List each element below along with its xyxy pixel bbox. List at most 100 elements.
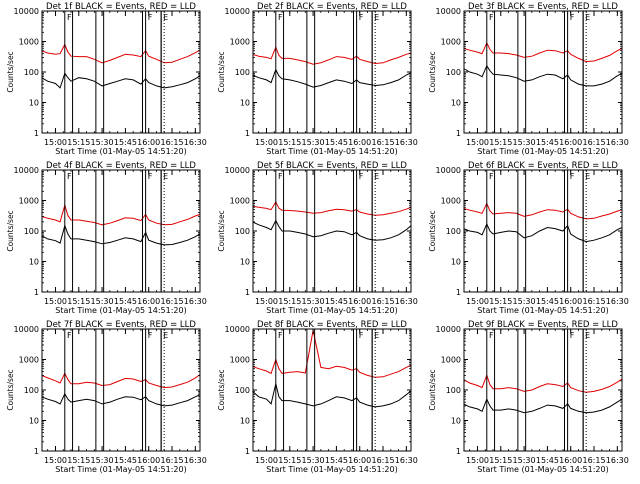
plot-frame xyxy=(252,169,412,293)
y-tick-label: 1 xyxy=(456,129,461,138)
y-tick-label: 1000 xyxy=(441,38,461,47)
y-tick-label: 1000 xyxy=(19,38,39,47)
x-axis: 15:00 15:15 15:30 15:45 16:00 16:15 16:30Start… xyxy=(44,329,207,474)
panel-title: Det 9f BLACK = Events, RED = LLD xyxy=(468,320,618,330)
y-tick-label: 10000 xyxy=(225,325,250,334)
marker-label: F xyxy=(278,331,283,340)
y-tick-label: 10 xyxy=(29,99,39,108)
x-tick-label: 15:00 xyxy=(44,138,67,147)
y-tick-label: 10 xyxy=(451,417,461,426)
x-tick-label: 15:00 xyxy=(255,456,278,465)
y-tick-label: 100 xyxy=(446,386,461,395)
y-tick-label: 10 xyxy=(240,258,250,267)
x-tick-label: 15:30 xyxy=(513,297,536,306)
x-tick-label: 15:30 xyxy=(91,456,114,465)
y-axis-label: Counts/sec xyxy=(6,369,15,410)
y-axis: 1 10 100 1000 10000 Counts/sec xyxy=(428,325,622,456)
y-axis: 1 10 100 1000 10000 Counts/sec xyxy=(6,166,200,297)
x-tick-label: 15:15 xyxy=(489,138,512,147)
x-tick-label: 15:00 xyxy=(466,138,489,147)
x-tick-label: 15:30 xyxy=(513,138,536,147)
x-tick-label: 16:15 xyxy=(371,297,394,306)
y-axis: 1 10 100 1000 10000 Counts/sec xyxy=(428,7,622,138)
y-axis-label: Counts/sec xyxy=(217,210,226,251)
x-tick-label: 16:30 xyxy=(395,456,418,465)
x-tick-label: 15:00 xyxy=(255,138,278,147)
y-tick-label: 100 xyxy=(446,227,461,236)
x-tick-label: 16:00 xyxy=(348,297,371,306)
y-tick-label: 100 xyxy=(446,68,461,77)
x-axis-label: Start Time (01-May-05 14:51:20) xyxy=(266,306,397,315)
marker-label-box xyxy=(568,171,576,180)
panel-title: Det 8f BLACK = Events, RED = LLD xyxy=(257,320,407,330)
y-tick-label: 10 xyxy=(240,99,250,108)
marker-label-box xyxy=(487,12,495,21)
x-tick-label: 15:30 xyxy=(302,297,325,306)
marker-label-box xyxy=(146,330,154,339)
y-tick-label: 1 xyxy=(34,129,39,138)
y-tick-label: 100 xyxy=(235,68,250,77)
marker-label-box xyxy=(276,330,284,339)
y-tick-label: 10000 xyxy=(436,7,461,16)
x-tick-label: 16:30 xyxy=(606,138,629,147)
y-tick-label: 10 xyxy=(451,99,461,108)
marker-label-box xyxy=(487,330,495,339)
y-tick-label: 10000 xyxy=(225,7,250,16)
marker-label: E xyxy=(374,13,379,22)
y-axis-label: Counts/sec xyxy=(6,51,15,92)
marker-label: F xyxy=(359,13,364,22)
y-axis-label: Counts/sec xyxy=(428,51,437,92)
marker-label-box xyxy=(146,171,154,180)
x-tick-label: 16:15 xyxy=(371,138,394,147)
y-tick-label: 1000 xyxy=(441,356,461,365)
x-axis-label: Start Time (01-May-05 14:51:20) xyxy=(266,147,397,156)
plot-frame xyxy=(252,328,412,452)
y-tick-label: 1 xyxy=(456,288,461,297)
marker-label-box xyxy=(373,330,381,339)
x-tick-label: 16:30 xyxy=(606,456,629,465)
marker-label-box xyxy=(357,330,365,339)
marker-label: E xyxy=(163,331,168,340)
marker-label: F xyxy=(148,331,153,340)
marker-label-box xyxy=(146,12,154,21)
x-tick-label: 15:45 xyxy=(325,456,348,465)
y-axis: 1 10 100 1000 10000 Counts/sec xyxy=(6,7,200,138)
x-axis-label: Start Time (01-May-05 14:51:20) xyxy=(477,306,608,315)
y-tick-label: 100 xyxy=(235,386,250,395)
x-tick-label: 16:30 xyxy=(606,297,629,306)
marker-label-box xyxy=(584,171,592,180)
x-tick-label: 15:30 xyxy=(302,138,325,147)
x-tick-label: 15:45 xyxy=(114,456,137,465)
marker-label-box xyxy=(357,12,365,21)
marker-label: E xyxy=(585,331,590,340)
y-tick-label: 10000 xyxy=(436,325,461,334)
x-tick-label: 15:15 xyxy=(278,138,301,147)
plot-frame xyxy=(41,328,201,452)
x-tick-label: 15:45 xyxy=(536,456,559,465)
x-tick-label: 15:30 xyxy=(302,456,325,465)
x-axis-label: Start Time (01-May-05 14:51:20) xyxy=(477,465,608,474)
y-tick-label: 100 xyxy=(24,227,39,236)
x-tick-label: 16:15 xyxy=(582,456,605,465)
marker-label-box xyxy=(65,12,73,21)
y-tick-label: 1000 xyxy=(230,197,250,206)
x-tick-label: 16:15 xyxy=(160,297,183,306)
marker-label: F xyxy=(148,13,153,22)
plot-frame xyxy=(463,169,623,293)
y-tick-label: 10 xyxy=(451,258,461,267)
panel-title: Det 1f BLACK = Events, RED = LLD xyxy=(46,2,196,12)
y-tick-label: 1000 xyxy=(19,197,39,206)
x-tick-label: 16:30 xyxy=(184,138,207,147)
x-axis: 15:00 15:15 15:30 15:45 16:00 16:15 16:30Start… xyxy=(466,170,629,315)
marker-label-box xyxy=(373,12,381,21)
y-axis-label: Counts/sec xyxy=(428,369,437,410)
y-axis-label: Counts/sec xyxy=(6,210,15,251)
x-tick-label: 16:00 xyxy=(559,138,582,147)
